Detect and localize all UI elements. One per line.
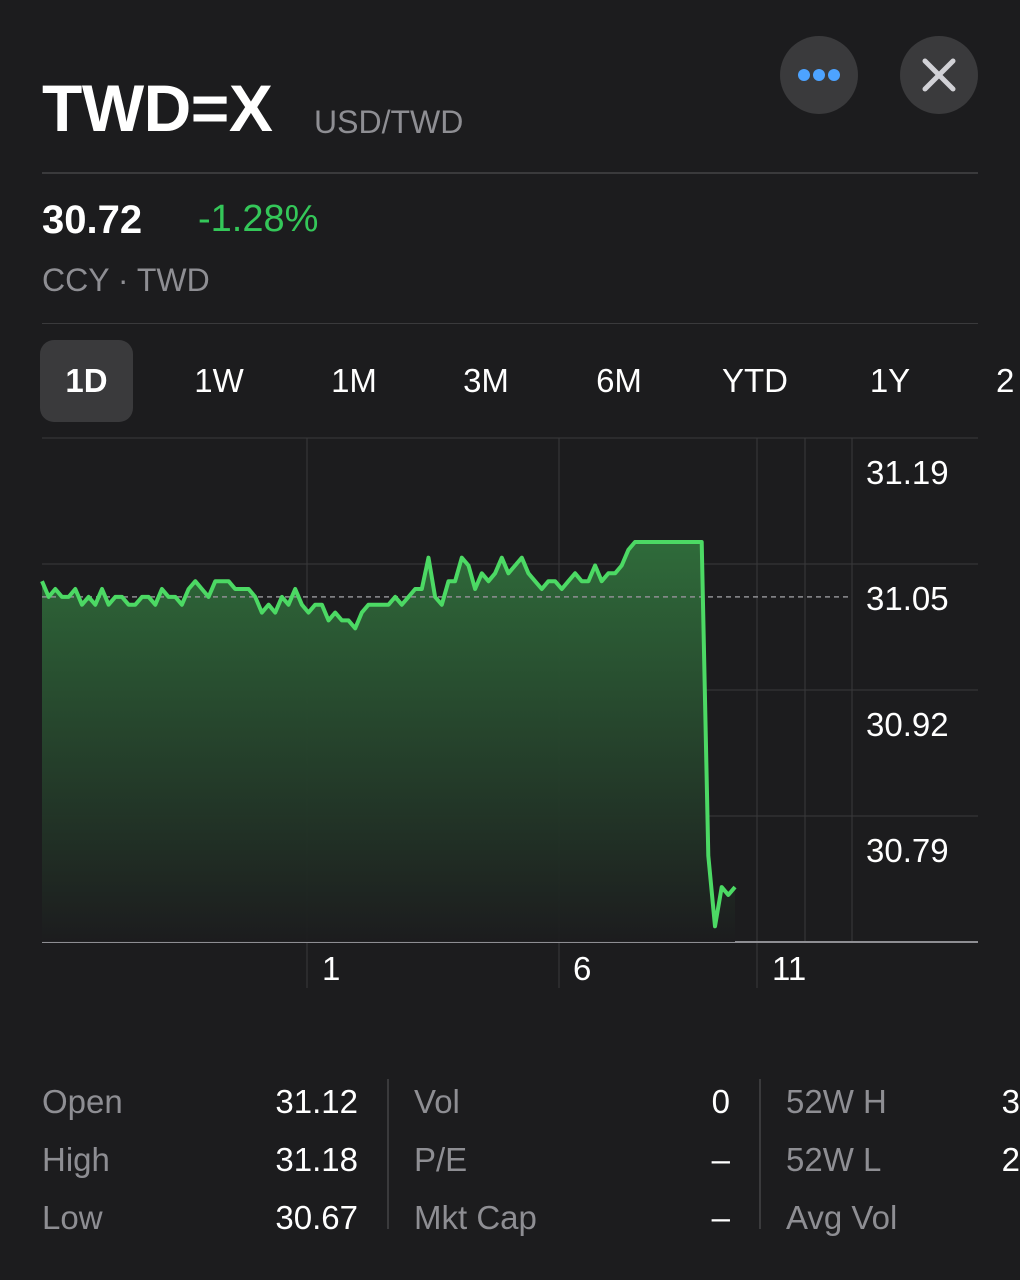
stat-open-value: 31.12 [275, 1083, 358, 1120]
header-divider [42, 172, 978, 174]
stat-52wl-label: 52W L [786, 1141, 882, 1178]
x-tick-label: 6 [573, 950, 591, 987]
range-tab-1w[interactable]: 1W [194, 362, 244, 399]
x-tick-label: 1 [322, 950, 340, 987]
stats-separator [387, 1079, 389, 1229]
ticker-name: USD/TWD [314, 104, 464, 140]
more-button[interactable] [780, 36, 858, 114]
stat-52wh-label: 52W H [786, 1083, 887, 1120]
stat-52wl-value: 2 [1001, 1141, 1020, 1178]
ellipsis-icon [798, 69, 840, 81]
y-tick-label: 30.79 [866, 832, 949, 869]
x-axis-labels: 1 6 11 [322, 950, 806, 987]
range-tab-1m[interactable]: 1M [331, 362, 377, 399]
ticker-symbol: TWD=X [42, 71, 273, 145]
key-stats: Open 31.12 High 31.18 Low 30.67 Vol 0 P/… [0, 1075, 1020, 1255]
stat-pe-value: – [711, 1141, 730, 1178]
y-axis-labels: 31.19 31.05 30.92 30.79 [866, 454, 949, 869]
stat-mktcap-value: – [711, 1199, 730, 1236]
range-tab-1d[interactable]: 1D [40, 340, 133, 422]
stat-vol-label: Vol [414, 1083, 460, 1120]
range-tab-2y[interactable]: 2 [996, 362, 1015, 399]
currency-meta: CCY · TWD [42, 262, 210, 298]
y-tick-label: 31.05 [866, 580, 949, 617]
range-tab-3m[interactable]: 3M [463, 362, 509, 399]
stat-mktcap-label: Mkt Cap [414, 1199, 537, 1236]
price-line [40, 540, 737, 929]
close-button[interactable] [900, 36, 978, 114]
stat-vol-value: 0 [711, 1083, 730, 1120]
price-area [42, 542, 735, 942]
current-price: 30.72 [42, 198, 143, 242]
y-tick-label: 30.92 [866, 706, 949, 743]
stat-low-value: 30.67 [275, 1199, 358, 1236]
x-tick-label: 11 [772, 950, 806, 987]
range-selector: 1D 1W 1M 3M 6M YTD 1Y 2 [0, 340, 1020, 424]
stat-open-label: Open [42, 1083, 123, 1120]
price-change: -1.28% [198, 198, 319, 240]
range-tab-6m[interactable]: 6M [596, 362, 642, 399]
y-tick-label: 31.19 [866, 454, 949, 491]
range-tab-ytd[interactable]: YTD [722, 362, 788, 399]
stat-52wh-value: 3 [1001, 1083, 1020, 1120]
close-icon [922, 58, 956, 92]
stat-low-label: Low [42, 1199, 103, 1236]
stat-pe-label: P/E [414, 1141, 468, 1178]
quote-divider [42, 323, 978, 324]
stats-separator [759, 1079, 761, 1229]
stat-avgvol-label: Avg Vol [786, 1199, 898, 1236]
range-tab-1y[interactable]: 1Y [869, 362, 911, 399]
stat-high-value: 31.18 [275, 1141, 358, 1178]
stat-high-label: High [42, 1141, 110, 1178]
